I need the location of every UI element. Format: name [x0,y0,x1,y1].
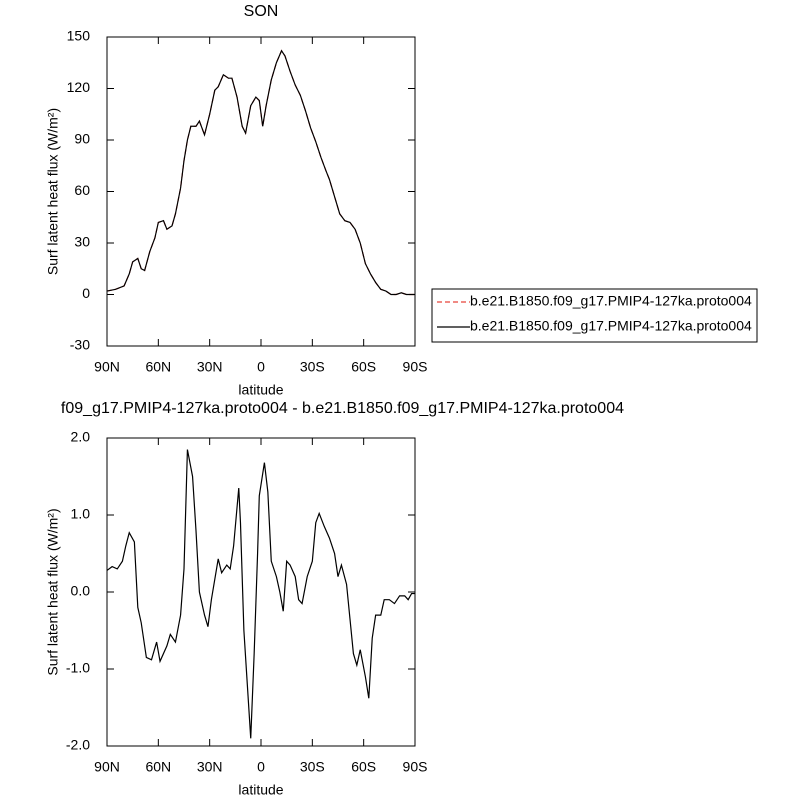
y-tick-label: 60 [74,182,90,198]
y-tick-label: 30 [74,234,90,250]
y-tick-label: 1.0 [71,506,91,522]
x-tick-label: 60N [145,359,171,375]
data-line [106,49,415,296]
plot-frame [106,36,416,347]
x-tick-label: 90S [403,759,428,775]
y-axis-label: Surf latent heat flux (W/m²) [45,108,61,275]
y-tick-label: 2.0 [71,429,91,445]
legend-label: b.e21.B1850.f09_g17.PMIP4-127ka.proto004 [470,318,752,334]
x-tick-label: 30N [197,759,223,775]
y-axis-label: Surf latent heat flux (W/m²) [45,508,61,675]
x-axis-label: latitude [238,782,283,798]
x-tick-label: 30N [197,359,223,375]
y-tick-label: -2.0 [66,737,90,753]
chart-title: f09_g17.PMIP4-127ka.proto004 - b.e21.B18… [61,400,624,417]
x-tick-label: 30S [300,359,325,375]
x-axis-label: latitude [238,382,283,398]
data-line [106,49,415,296]
x-tick-label: 30S [300,759,325,775]
x-tick-label: 90N [94,759,120,775]
chart-title: SON [244,3,279,20]
y-tick-label: 0.0 [71,583,91,599]
x-tick-label: 0 [257,759,265,775]
y-tick-label: -1.0 [66,660,90,676]
x-tick-label: 90S [403,359,428,375]
y-tick-label: 120 [67,79,91,95]
y-tick-label: 90 [74,131,90,147]
x-tick-label: 0 [257,359,265,375]
x-tick-label: 90N [94,359,120,375]
x-tick-label: 60N [145,759,171,775]
y-tick-label: 150 [67,28,91,44]
legend: b.e21.B1850.f09_g17.PMIP4-127ka.proto004… [431,288,758,343]
y-tick-label: -30 [70,337,90,353]
x-tick-label: 60S [351,759,376,775]
legend-label: b.e21.B1850.f09_g17.PMIP4-127ka.proto004 [470,293,752,309]
x-tick-label: 60S [351,359,376,375]
legend-box [431,288,758,343]
data-line [106,449,415,739]
y-tick-label: 0 [82,285,90,301]
